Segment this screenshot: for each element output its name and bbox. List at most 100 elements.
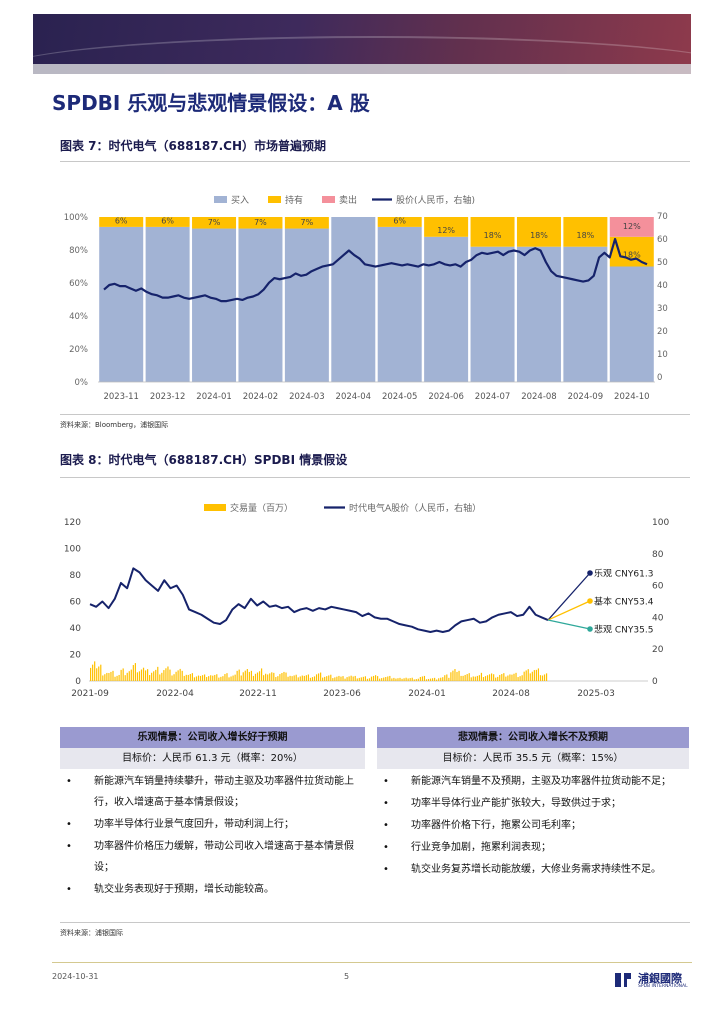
bar-buy xyxy=(470,246,515,382)
bar-sell xyxy=(609,217,654,237)
x-tick-label: 2024-05 xyxy=(382,392,418,402)
bar-hold xyxy=(424,217,469,237)
bar-hold xyxy=(192,217,237,229)
fig8-source: 资料来源：浦银国际 xyxy=(60,929,123,937)
bull-case: 乐观情景：公司收入增长好于预期 目标价：人民币 61.3 元（概率：20%） 新… xyxy=(60,727,365,901)
bar-buy xyxy=(284,228,329,382)
x-tick-label: 2023-11 xyxy=(103,392,139,402)
hold-label: 6% xyxy=(393,216,406,225)
bar-buy xyxy=(563,246,608,382)
bull-heading: 乐观情景：公司收入增长好于预期 xyxy=(60,727,365,748)
legend-swatch xyxy=(214,196,227,203)
hold-label: 18% xyxy=(623,251,641,260)
x-tick-label: 2024-06 xyxy=(428,392,464,402)
bar-buy xyxy=(99,226,144,382)
bar-hold xyxy=(284,217,329,229)
y-tick-label: 0% xyxy=(75,378,89,388)
y2-tick-label: 30 xyxy=(657,304,668,314)
bar-buy xyxy=(516,246,561,382)
legend-label: 持有 xyxy=(285,194,303,206)
bar-buy xyxy=(377,226,422,382)
header-banner xyxy=(33,14,691,74)
legend-swatch xyxy=(322,196,335,203)
hold-label: 7% xyxy=(301,218,314,227)
x-tick-label: 2024-01 xyxy=(196,392,232,402)
hold-label: 18% xyxy=(484,231,502,240)
y2-tick-label: 70 xyxy=(657,212,668,222)
bar-hold xyxy=(563,217,608,247)
bar-hold xyxy=(470,217,515,247)
hold-label: 7% xyxy=(254,218,267,227)
y2-tick-label: 50 xyxy=(657,258,668,268)
bull-list: 新能源汽车销量持续攀升，带动主驱及功率器件拉货动能上行，收入增速高于基本情景假设… xyxy=(60,771,365,900)
fig7-source: 资料来源：Bloomberg，浦银国际 xyxy=(60,421,169,429)
y2-tick-label: 20 xyxy=(657,327,668,337)
bar-buy xyxy=(192,228,237,382)
legend-label: 买入 xyxy=(231,195,249,206)
y2-tick-label: 40 xyxy=(657,281,668,291)
bear-target: 目标价：人民币 35.5 元（概率：15%） xyxy=(377,748,689,769)
y-tick-label: 40% xyxy=(69,312,88,322)
y-tick-label: 20% xyxy=(69,345,88,355)
legend-swatch xyxy=(268,196,281,203)
bull-item: 功率半导体行业景气度回升，带动利润上行； xyxy=(60,814,365,835)
x-tick-label: 2024-09 xyxy=(568,392,604,402)
fig8-title: 图表 8：时代电气（688187.CH）SPDBI 情景假设 xyxy=(60,453,348,467)
bear-heading: 悲观情景：公司收入增长不及预期 xyxy=(377,727,689,748)
bar-hold xyxy=(377,217,422,227)
legend-label: 卖出 xyxy=(339,194,357,206)
x-tick-label: 2024-08 xyxy=(521,392,557,402)
bear-item: 功率器件价格下行，拖累公司毛利率； xyxy=(377,815,689,836)
bull-item: 功率器件价格压力缓解，带动公司收入增速高于基本情景假设； xyxy=(60,836,365,878)
bar-buy xyxy=(609,266,654,382)
logo-mark-icon xyxy=(615,973,631,987)
bear-item: 轨交业务复苏增长动能放缓，大修业务需求持续性不足。 xyxy=(377,859,689,880)
spdbi-logo: 浦銀國際 SPDB INTERNATIONAL xyxy=(612,970,692,992)
bar-buy xyxy=(424,236,469,382)
x-tick-label: 2024-07 xyxy=(475,392,511,402)
bar-hold xyxy=(609,236,654,267)
x-tick-label: 2024-10 xyxy=(614,392,650,402)
y2-tick-label: 0 xyxy=(657,373,662,383)
bar-hold xyxy=(238,217,283,229)
bull-item: 轨交业务表现好于预期，增长动能较高。 xyxy=(60,879,365,900)
bear-item: 新能源汽车销量不及预期，主驱及功率器件拉货动能不足； xyxy=(377,771,689,792)
page-title: SPDBI 乐观与悲观情景假设：A 股 xyxy=(52,91,370,115)
x-tick-label: 2023-12 xyxy=(150,392,186,402)
hold-label: 18% xyxy=(576,231,594,240)
y2-tick-label: 10 xyxy=(657,350,668,360)
bar-buy xyxy=(238,228,283,382)
page-number: 5 xyxy=(344,972,350,981)
logo-subtext: SPDB INTERNATIONAL xyxy=(638,984,688,989)
bar-hold xyxy=(145,217,190,227)
y2-tick-label: 60 xyxy=(657,235,668,245)
bar-buy xyxy=(331,217,376,382)
x-tick-label: 2024-04 xyxy=(336,392,372,402)
bull-item: 新能源汽车销量持续攀升，带动主驱及功率器件拉货动能上行，收入增速高于基本情景假设… xyxy=(60,771,365,813)
x-tick-label: 2024-02 xyxy=(243,392,279,402)
sell-label: 12% xyxy=(623,222,641,231)
logo-text: 浦銀國際 xyxy=(638,972,682,985)
bull-target: 目标价：人民币 61.3 元（概率：20%） xyxy=(60,748,365,769)
bar-hold xyxy=(99,217,144,227)
bar-buy xyxy=(145,226,190,382)
bear-list: 新能源汽车销量不及预期，主驱及功率器件拉货动能不足；功率半导体行业产能扩张较大，… xyxy=(377,771,689,880)
legend-label: 股价(人民币，右轴) xyxy=(396,194,475,206)
fig7-title: 图表 7：时代电气（688187.CH）市场普遍预期 xyxy=(60,139,327,153)
y-tick-label: 100% xyxy=(64,213,88,223)
bar-hold xyxy=(516,217,561,247)
hold-label: 6% xyxy=(115,216,128,225)
hold-label: 12% xyxy=(437,226,455,235)
bear-item: 功率半导体行业产能扩张较大，导致供过于求； xyxy=(377,793,689,814)
bear-item: 行业竞争加剧，拖累利润表现； xyxy=(377,837,689,858)
x-tick-label: 2024-03 xyxy=(289,392,325,402)
price-line xyxy=(103,237,648,303)
bear-case: 悲观情景：公司收入增长不及预期 目标价：人民币 35.5 元（概率：15%） 新… xyxy=(377,727,689,881)
footer-date: 2024-10-31 xyxy=(52,972,99,981)
y-tick-label: 60% xyxy=(69,279,88,289)
y-tick-label: 80% xyxy=(69,246,88,256)
hold-label: 18% xyxy=(530,231,548,240)
hold-label: 6% xyxy=(161,216,174,225)
hold-label: 7% xyxy=(208,218,221,227)
